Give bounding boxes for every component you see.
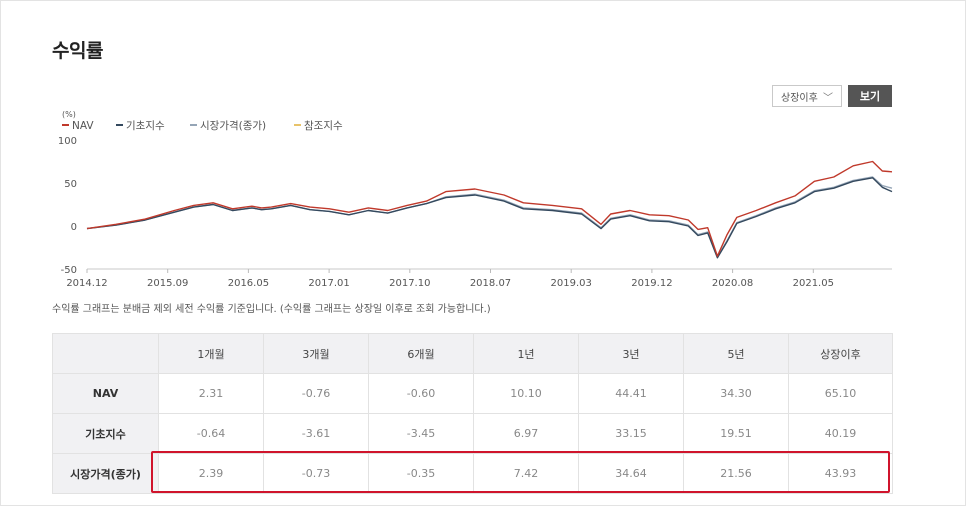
table-row: NAV 2.31 -0.76 -0.60 10.10 44.41 34.30 6…: [52, 373, 893, 414]
x-tick-label: 2018.07: [470, 278, 511, 289]
series-line-base-index: [86, 177, 893, 259]
table-cell: 43.93: [788, 453, 893, 494]
table-cell: 2.31: [158, 373, 264, 414]
column-header-3y: 3년: [578, 333, 684, 374]
legend-item-label: 기초지수: [126, 120, 165, 132]
column-header-since-listing: 상장이후: [788, 333, 893, 374]
x-tick-label: 2019.12: [631, 278, 672, 289]
table-cell: 19.51: [683, 413, 789, 454]
legend-item-label: 참조지수: [304, 120, 343, 132]
table-cell: 21.56: [683, 453, 789, 494]
table-cell: 10.10: [473, 373, 579, 414]
x-tick-label: 2021.05: [793, 278, 834, 289]
table-cell: 65.10: [788, 373, 893, 414]
note-text: 수익률 그래프는 분배금 제외 세전 수익률 기준입니다. (수익률 그래프는 …: [52, 304, 491, 315]
table-cell: 44.41: [578, 373, 684, 414]
column-header-6m: 6개월: [368, 333, 474, 374]
returns-line-chart: (%) 100 50 0 -50 2014.12 2015.09 2016.05 2017.01…: [58, 110, 893, 289]
row-label-base-index: 기초지수: [52, 413, 159, 454]
table-cell: -0.64: [158, 413, 264, 454]
table-cell: -3.45: [368, 413, 474, 454]
legend-item-label: NAV: [72, 120, 94, 132]
period-select[interactable]: 상장이후 ﹀: [772, 85, 842, 107]
x-tick-label: 2020.08: [712, 278, 753, 289]
x-tick-label: 2019.03: [551, 278, 592, 289]
period-select-label: 상장이후: [781, 92, 818, 104]
table-row: 시장가격(종가) 2.39 -0.73 -0.35 7.42 34.64 21.…: [52, 453, 893, 494]
table-cell: 33.15: [578, 413, 684, 454]
table-cell: 34.64: [578, 453, 684, 494]
table-cell: 34.30: [683, 373, 789, 414]
y-unit-label: (%): [62, 110, 76, 119]
x-tick-label: 2017.10: [389, 278, 430, 289]
table-cell: -0.76: [263, 373, 369, 414]
column-header-1m: 1개월: [158, 333, 264, 374]
table-row: 기초지수 -0.64 -3.61 -3.45 6.97 33.15 19.51 …: [52, 413, 893, 454]
x-tick-label: 2017.01: [308, 278, 349, 289]
x-tick-label: 2014.12: [66, 278, 107, 289]
chevron-down-icon: ﹀: [823, 93, 833, 104]
page-title: 수익률: [52, 40, 103, 62]
row-label-market-price: 시장가격(종가): [52, 453, 159, 494]
returns-table: 1개월 3개월 6개월 1년 3년 5년 상장이후 NAV 2.31 -0.76…: [52, 333, 893, 494]
table-cell: 2.39: [158, 453, 264, 494]
legend-item-label: 시장가격(종가): [200, 119, 266, 132]
table-cell: -0.73: [263, 453, 369, 494]
chart-note: 수익률 그래프는 분배금 제외 세전 수익률 기준입니다. (수익률 그래프는 …: [52, 300, 491, 315]
series-line-market-price: [86, 176, 893, 258]
y-tick-label: 0: [71, 222, 77, 233]
column-header-3m: 3개월: [263, 333, 369, 374]
series-line-nav: [86, 160, 893, 257]
x-tick-label: 2016.05: [228, 278, 269, 289]
table-cell: 40.19: [788, 413, 893, 454]
column-header-5y: 5년: [683, 333, 789, 374]
x-tick-label: 2015.09: [147, 278, 188, 289]
y-tick-label: -50: [61, 265, 77, 276]
row-label-nav: NAV: [52, 373, 159, 414]
table-header-row: 1개월 3개월 6개월 1년 3년 5년 상장이후: [52, 333, 893, 374]
table-cell: -0.60: [368, 373, 474, 414]
y-tick-label: 100: [58, 136, 77, 147]
table-cell: -3.61: [263, 413, 369, 454]
table-corner-cell: [52, 333, 159, 374]
table-cell: 6.97: [473, 413, 579, 454]
y-tick-label: 50: [64, 179, 77, 190]
column-header-1y: 1년: [473, 333, 579, 374]
table-cell: 7.42: [473, 453, 579, 494]
view-button[interactable]: 보기: [848, 85, 892, 107]
table-cell: -0.35: [368, 453, 474, 494]
